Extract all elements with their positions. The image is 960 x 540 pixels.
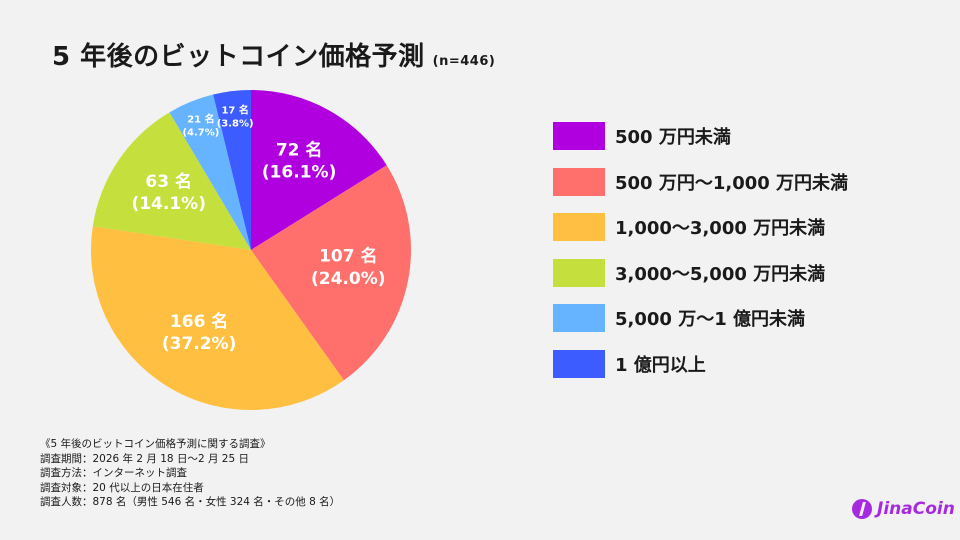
note-line: 調査方法：インターネット調査 [40, 467, 187, 480]
legend-item: 500 万円〜1,000 万円未満 [553, 167, 849, 196]
slice-count-label: 21 名 [187, 113, 214, 126]
pie-slice [92, 112, 252, 251]
slice-count-label: 107 名 [319, 246, 377, 267]
slice-count-label: 166 名 [170, 311, 228, 332]
note-line: 《5 年後のビットコイン価格予測に関する調査》 [40, 438, 271, 450]
survey-notes: 《5 年後のビットコイン価格予測に関する調査》 調査期間：2026 年 2 月 … [40, 437, 340, 510]
legend-swatch [553, 167, 605, 196]
note-line: 調査期間：2026 年 2 月 18 日〜2 月 25 日 [40, 452, 250, 465]
title-text: 5 年後のビットコイン価格予測 [52, 42, 425, 72]
pie-slice [91, 226, 344, 410]
pie-slice [169, 94, 251, 250]
jinacoin-logo: JinaCoin [852, 499, 955, 519]
legend-swatch [553, 304, 605, 332]
legend-label: 1,000〜3,000 万円未満 [615, 218, 826, 239]
slice-percent-label: (3.8%) [217, 119, 254, 130]
pie-slice [251, 90, 387, 250]
logo-mark-icon [852, 499, 872, 519]
note-line: 調査対象：20 代以上の日本在住者 [40, 481, 204, 494]
slice-percent-label: (4.7%) [182, 128, 219, 139]
legend-label: 500 万円〜1,000 万円未満 [615, 172, 849, 194]
legend-item: 5,000 万〜1 億円未満 [553, 304, 848, 332]
slice-count-label: 17 名 [221, 104, 248, 117]
slice-percent-label: (16.1%) [262, 163, 337, 183]
slice-percent-label: (24.0%) [311, 269, 386, 289]
pie-slice [213, 90, 251, 250]
slice-percent-label: (37.2%) [162, 334, 237, 354]
legend-label: 5,000 万〜1 億円未満 [615, 309, 805, 330]
slice-count-label: 72 名 [276, 140, 323, 161]
chart-title: 5 年後のビットコイン価格予測 (n=446) [52, 36, 495, 73]
logo-text: JinaCoin [877, 499, 955, 519]
legend-swatch [553, 349, 605, 378]
legend-swatch [553, 122, 605, 150]
legend-item: 1 億円以上 [553, 349, 848, 378]
sample-size: (n=446) [432, 54, 496, 69]
slice-count-label: 63 名 [145, 171, 192, 192]
legend-item: 3,000〜5,000 万円未満 [553, 258, 848, 287]
legend-item: 500 万円未満 [553, 122, 848, 150]
legend: 500 万円未満 500 万円〜1,000 万円未満 1,000〜3,000 万円未… [553, 122, 848, 395]
note-line: 調査人数：878 名（男性 546 名・女性 324 名・その他 8 名） [40, 496, 341, 509]
legend-swatch [553, 213, 605, 241]
pie-slice [251, 165, 411, 381]
slice-percent-label: (14.1%) [131, 194, 206, 214]
legend-item: 1,000〜3,000 万円未満 [553, 213, 848, 241]
legend-label: 1 億円以上 [615, 354, 706, 376]
legend-label: 500 万円未満 [615, 127, 731, 148]
legend-label: 3,000〜5,000 万円未満 [615, 263, 826, 285]
legend-swatch [553, 258, 605, 287]
